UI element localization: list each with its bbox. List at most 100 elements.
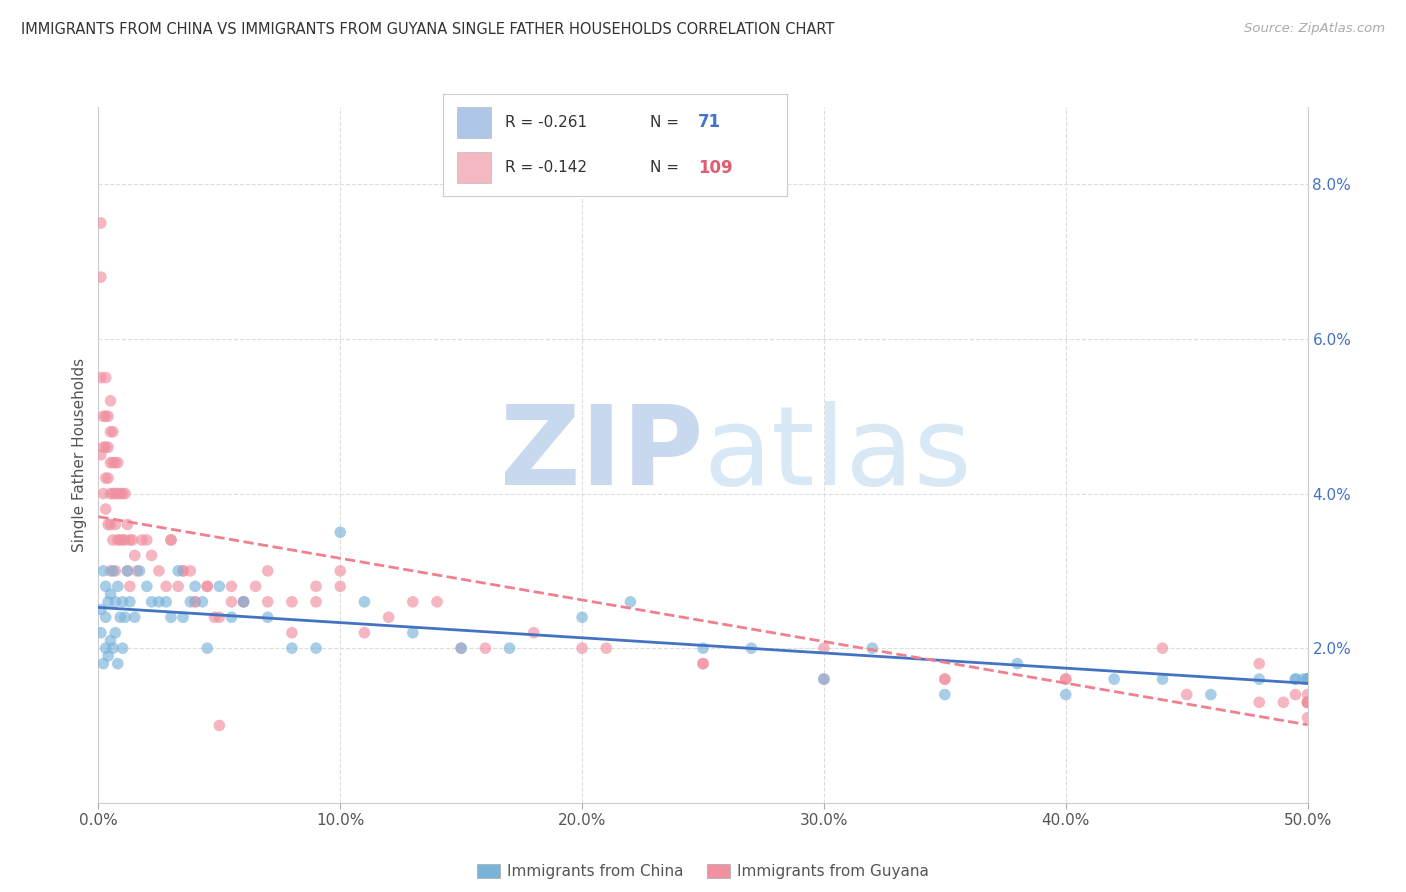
Text: 71: 71: [697, 113, 721, 131]
Point: [353, 595, 375, 609]
Point: [107, 486, 129, 500]
Point: [100, 633, 122, 648]
Point: [450, 641, 472, 656]
Point: [1054, 688, 1077, 702]
Point: [104, 517, 127, 532]
Point: [124, 549, 146, 563]
Point: [1175, 688, 1198, 702]
Point: [571, 610, 593, 624]
Point: [1296, 672, 1319, 686]
Point: [100, 587, 122, 601]
Point: [740, 641, 762, 656]
Point: [111, 533, 134, 547]
Point: [813, 641, 835, 656]
Point: [1296, 695, 1319, 709]
Text: R = -0.261: R = -0.261: [505, 115, 588, 130]
Point: [692, 657, 714, 671]
Point: [121, 533, 143, 547]
Point: [1296, 672, 1319, 686]
Point: [1296, 688, 1319, 702]
Point: [91, 657, 114, 671]
Point: [179, 595, 201, 609]
Point: [94, 370, 117, 384]
Point: [107, 533, 129, 547]
Y-axis label: Single Father Households: Single Father Households: [72, 358, 87, 552]
Point: [155, 579, 177, 593]
Text: Source: ZipAtlas.com: Source: ZipAtlas.com: [1244, 22, 1385, 36]
Point: [155, 595, 177, 609]
Point: [104, 456, 127, 470]
Point: [117, 564, 139, 578]
Point: [167, 564, 190, 578]
Point: [104, 564, 127, 578]
Point: [117, 517, 139, 532]
Point: [523, 625, 546, 640]
Point: [1272, 695, 1295, 709]
Point: [232, 595, 254, 609]
Point: [118, 533, 141, 547]
Point: [1249, 695, 1271, 709]
Point: [1102, 672, 1125, 686]
Point: [1296, 672, 1319, 686]
Point: [281, 595, 304, 609]
Point: [97, 595, 120, 609]
Point: [172, 564, 194, 578]
Point: [100, 517, 122, 532]
Point: [1296, 695, 1319, 709]
Point: [97, 440, 120, 454]
Point: [934, 672, 956, 686]
Point: [1296, 695, 1319, 709]
Point: [204, 610, 226, 624]
Point: [195, 579, 218, 593]
Point: [117, 564, 139, 578]
Point: [111, 486, 134, 500]
Point: [90, 625, 112, 640]
Point: [813, 672, 835, 686]
Point: [91, 440, 114, 454]
FancyBboxPatch shape: [457, 107, 491, 137]
Point: [232, 595, 254, 609]
Point: [1152, 641, 1174, 656]
Point: [1296, 672, 1319, 686]
Point: [305, 579, 328, 593]
Point: [329, 564, 352, 578]
Point: [100, 425, 122, 439]
Point: [1296, 695, 1319, 709]
Point: [426, 595, 449, 609]
Point: [97, 471, 120, 485]
Point: [97, 517, 120, 532]
Text: 109: 109: [697, 159, 733, 177]
Point: [90, 448, 112, 462]
Point: [160, 533, 183, 547]
Point: [114, 610, 136, 624]
Point: [571, 641, 593, 656]
Point: [1292, 672, 1315, 686]
Point: [1284, 672, 1306, 686]
Point: [221, 579, 243, 593]
Point: [1249, 657, 1271, 671]
Point: [90, 270, 112, 285]
Point: [377, 610, 399, 624]
Point: [108, 533, 131, 547]
Point: [135, 579, 157, 593]
Point: [101, 564, 124, 578]
Point: [160, 610, 183, 624]
Point: [148, 564, 170, 578]
Point: [107, 657, 129, 671]
Text: IMMIGRANTS FROM CHINA VS IMMIGRANTS FROM GUYANA SINGLE FATHER HOUSEHOLDS CORRELA: IMMIGRANTS FROM CHINA VS IMMIGRANTS FROM…: [21, 22, 835, 37]
Point: [124, 610, 146, 624]
Point: [111, 595, 134, 609]
Text: ZIP: ZIP: [499, 401, 703, 508]
Text: atlas: atlas: [703, 401, 972, 508]
Point: [94, 641, 117, 656]
Point: [135, 533, 157, 547]
Text: N =: N =: [650, 115, 683, 130]
Point: [141, 595, 163, 609]
Point: [329, 525, 352, 540]
Point: [101, 486, 124, 500]
Point: [141, 549, 163, 563]
Point: [94, 440, 117, 454]
Point: [305, 595, 328, 609]
Point: [860, 641, 883, 656]
Point: [128, 564, 150, 578]
